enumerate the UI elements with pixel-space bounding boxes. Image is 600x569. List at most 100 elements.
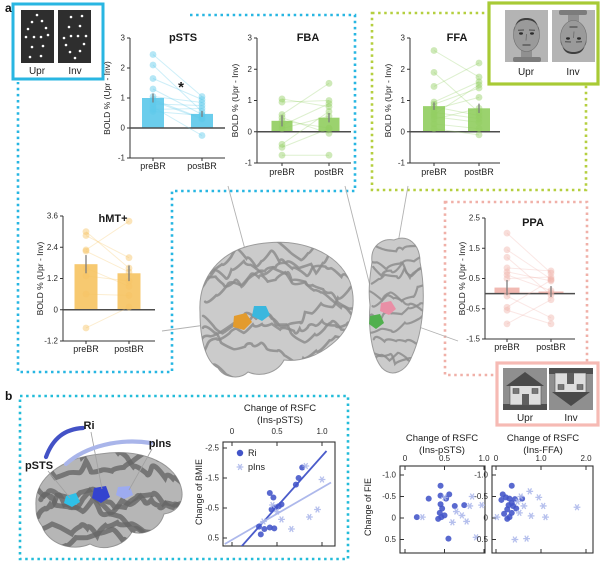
- data-point-postBR: [198, 132, 206, 139]
- y-tick-label: 0.5: [477, 535, 489, 544]
- roof: [506, 372, 544, 386]
- y-tick-label: 2.4: [47, 243, 59, 252]
- house-stimuli-box: Upr Inv: [495, 361, 600, 427]
- category-label: postBR: [464, 167, 494, 177]
- shoulders: [559, 10, 587, 15]
- data-point-preBR: [278, 125, 286, 133]
- axes: [484, 218, 575, 340]
- subject-pair-line: [152, 78, 203, 100]
- data-point-postBR: [325, 108, 333, 115]
- subject-pair-line: [85, 267, 130, 287]
- subject-pair-line: [433, 107, 480, 120]
- y-axis-label: Change of BMIE: [194, 459, 204, 525]
- brain-gyri-texture: [38, 452, 183, 490]
- point-pIns: [449, 519, 456, 526]
- inverted-house-image: [549, 368, 593, 410]
- subject-pair-line: [152, 111, 203, 116]
- point-pIns: [511, 536, 519, 543]
- data-point-preBR: [430, 98, 438, 106]
- bar-preBR: [423, 106, 445, 132]
- data-point-preBR: [149, 106, 157, 113]
- legend-marker-ri: [236, 449, 244, 457]
- y-tick-label: 3: [248, 34, 253, 43]
- right-eye: [530, 32, 534, 35]
- y-tick-label: 1: [121, 94, 126, 103]
- subject-pair-line: [281, 82, 330, 115]
- data-point-postBR: [198, 115, 206, 122]
- point-Ri: [425, 495, 432, 502]
- y-tick-label: -2.5: [205, 444, 219, 453]
- data-point-postBR: [325, 129, 333, 137]
- y-tick-label: -1.5: [205, 474, 219, 483]
- door: [567, 373, 574, 384]
- chart-title-line1: Change of RSFC: [406, 433, 478, 444]
- category-label: preBR: [421, 167, 447, 177]
- point-light-dot: [39, 35, 43, 39]
- pins-connectivity-arc: [63, 439, 154, 467]
- data-point-preBR: [149, 61, 157, 69]
- point-pIns: [472, 534, 480, 541]
- point-light-dot: [44, 26, 48, 30]
- data-point-preBR: [278, 143, 286, 151]
- y-tick-label: 0.5: [469, 274, 481, 283]
- data-point-preBR: [503, 292, 511, 300]
- category-label: postBR: [187, 161, 217, 171]
- chart-title: FBA: [297, 32, 320, 44]
- category-label: postBR: [114, 344, 144, 354]
- brain-gyri-texture: [371, 294, 424, 312]
- significance-marker: *: [178, 79, 184, 96]
- y-tick-label: -0.5: [474, 492, 488, 501]
- data-point-postBR: [125, 292, 133, 299]
- brain-gyri-texture: [199, 247, 354, 280]
- dots-upright-label: Upr: [29, 66, 46, 77]
- y-tick-label: 1: [401, 96, 406, 105]
- data-point-preBR: [430, 68, 438, 76]
- subject-pair-line: [506, 267, 552, 272]
- point-pIns: [273, 508, 281, 515]
- chart-title: pSTS: [169, 32, 197, 44]
- category-label: preBR: [73, 344, 99, 354]
- y-tick-label: 3.6: [47, 212, 59, 221]
- y-tick-label: 0.5: [208, 534, 220, 543]
- right-eye: [566, 37, 570, 40]
- legend-marker-pins: [236, 463, 244, 471]
- point-light-dot: [62, 36, 66, 40]
- point-pIns: [573, 503, 581, 511]
- data-point-postBR: [547, 269, 555, 277]
- ri-label: Ri: [84, 420, 95, 432]
- point-pIns: [478, 501, 486, 509]
- chart-fie_ffa: 0 1.0 2.0 -1.0 -0.5 0 0.5 Change of RSFC(Ins-FF…: [474, 433, 594, 554]
- data-point-postBR: [547, 273, 555, 281]
- hmt-roi: [233, 313, 252, 330]
- neck: [521, 50, 532, 59]
- x-tick-label: 1.0: [535, 454, 547, 463]
- data-point-preBR: [430, 120, 438, 128]
- data-point-postBR: [475, 118, 483, 126]
- subject-pair-line: [281, 117, 330, 134]
- psts-roi: [252, 306, 270, 321]
- bar-postBR: [318, 117, 340, 132]
- ri-roi: [92, 486, 110, 503]
- point-Ri: [461, 502, 468, 509]
- point-pIns: [520, 502, 528, 510]
- point-pIns: [516, 509, 523, 517]
- data-point-postBR: [198, 115, 206, 123]
- category-label: postBR: [536, 342, 566, 352]
- data-point-postBR: [325, 124, 333, 132]
- data-point-postBR: [125, 282, 133, 290]
- subject-pair-line: [281, 111, 330, 145]
- brain-gyri-texture: [199, 318, 354, 357]
- subject-pair-line: [506, 232, 552, 274]
- data-point-preBR: [82, 232, 90, 239]
- subject-pair-line: [433, 84, 480, 115]
- data-point-preBR: [503, 229, 511, 237]
- chart-title-line1: Change of RSFC: [244, 403, 316, 414]
- subject-pair-line: [152, 88, 203, 115]
- data-point-postBR: [547, 276, 555, 284]
- brain-gyri-texture: [369, 308, 424, 334]
- point-Ri: [504, 515, 511, 522]
- data-point-preBR: [149, 100, 157, 108]
- chart-fie_psts: 0 0.5 1.0 -1.0 -0.5 0 0.5 Change of RSFC(Ins-pS…: [363, 433, 490, 554]
- point-light-dot: [39, 54, 43, 58]
- data-point-preBR: [430, 108, 438, 116]
